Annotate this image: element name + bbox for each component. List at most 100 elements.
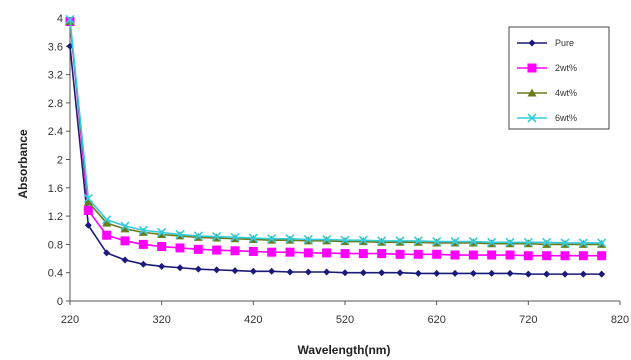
x-axis-ticks: 220 320 420 520 620 720 820	[61, 301, 629, 326]
series-0	[66, 42, 606, 278]
data-point	[194, 265, 202, 273]
data-point	[413, 249, 423, 259]
x-tick-label: 420	[244, 314, 262, 326]
y-tick-label: 1.2	[48, 211, 63, 223]
legend-marker	[527, 88, 537, 97]
legend-item: Pure	[517, 38, 574, 48]
data-point	[487, 237, 497, 247]
data-point	[432, 249, 442, 259]
data-point	[322, 234, 332, 245]
series-line	[69, 21, 602, 246]
data-point	[249, 267, 257, 275]
y-tick-label: 3.2	[48, 70, 63, 82]
data-point	[432, 237, 442, 247]
data-point	[158, 262, 166, 270]
data-point	[450, 250, 460, 260]
data-point	[212, 245, 222, 255]
data-point	[487, 250, 497, 260]
x-tick-label: 520	[336, 314, 354, 326]
legend-item: 2wt%	[517, 63, 577, 73]
y-tick-label: 1.6	[48, 183, 63, 195]
legend-item: 4wt%	[517, 88, 577, 98]
data-point	[102, 230, 112, 240]
series-layer	[65, 14, 607, 278]
y-tick-label: 2.4	[48, 126, 63, 138]
legend-label: 2wt%	[555, 63, 577, 73]
data-point	[303, 248, 313, 258]
data-point	[121, 256, 129, 264]
data-point	[523, 237, 533, 247]
x-axis-title: Wavelength(nm)	[298, 343, 391, 357]
data-point	[193, 244, 203, 254]
data-point	[323, 268, 331, 276]
data-point	[102, 218, 112, 227]
data-point	[377, 236, 387, 246]
data-point	[543, 270, 551, 278]
data-point	[267, 247, 277, 257]
data-point	[120, 224, 130, 233]
data-point	[597, 251, 607, 261]
data-point	[175, 243, 185, 253]
x-tick-label: 320	[152, 314, 170, 326]
legend-marker	[527, 63, 537, 73]
data-point	[358, 249, 368, 259]
legend-item: 6wt%	[517, 113, 577, 123]
data-point	[231, 267, 239, 275]
x-tick-label: 820	[611, 314, 629, 326]
y-axis-title: Absorbance	[16, 129, 30, 199]
data-point	[285, 247, 295, 257]
data-point	[102, 215, 112, 225]
y-tick-label: 0.4	[48, 268, 63, 280]
data-point	[139, 260, 147, 268]
data-point	[378, 269, 386, 277]
data-point	[505, 237, 515, 247]
series-1	[65, 17, 607, 261]
series-3	[65, 14, 607, 248]
data-point	[395, 236, 405, 246]
data-point	[578, 251, 588, 261]
data-point	[468, 250, 478, 260]
y-tick-label: 3.6	[48, 41, 63, 53]
y-axis-ticks: 0 0.4 0.8 1.2 1.6 2 2.4 2.8 3.2 3.6 4	[48, 13, 70, 308]
data-point	[340, 249, 350, 259]
data-point	[542, 239, 552, 248]
x-tick-label: 620	[427, 314, 445, 326]
data-point	[193, 231, 203, 241]
data-point	[157, 227, 167, 237]
y-tick-label: 2	[57, 155, 63, 167]
data-point	[267, 234, 277, 244]
data-point	[304, 268, 312, 276]
data-point	[358, 235, 368, 245]
data-point	[120, 221, 130, 231]
data-point	[578, 238, 588, 248]
data-point	[157, 229, 167, 238]
y-tick-label: 0.8	[48, 239, 63, 251]
data-point	[176, 264, 184, 272]
x-tick-label: 720	[519, 314, 537, 326]
legend-marker	[527, 113, 537, 123]
data-point	[413, 236, 423, 246]
data-point	[469, 269, 477, 277]
data-point	[248, 246, 258, 256]
data-point	[433, 269, 441, 277]
data-point	[414, 269, 422, 277]
data-point	[84, 221, 92, 229]
data-point	[340, 235, 350, 245]
legend-marker	[528, 39, 536, 47]
data-point	[597, 238, 607, 248]
legend-label: 6wt%	[555, 113, 577, 123]
y-tick-label: 2.8	[48, 98, 63, 110]
data-point	[560, 238, 570, 248]
data-point	[468, 237, 478, 247]
y-tick-label: 4	[57, 13, 63, 25]
data-point	[303, 234, 313, 245]
data-point	[157, 242, 167, 252]
data-point	[268, 267, 276, 275]
data-point	[175, 229, 185, 240]
data-point	[138, 227, 148, 236]
data-point	[488, 269, 496, 277]
data-point	[377, 249, 387, 259]
data-point	[542, 251, 552, 261]
data-point	[213, 266, 221, 274]
data-point	[598, 270, 606, 278]
